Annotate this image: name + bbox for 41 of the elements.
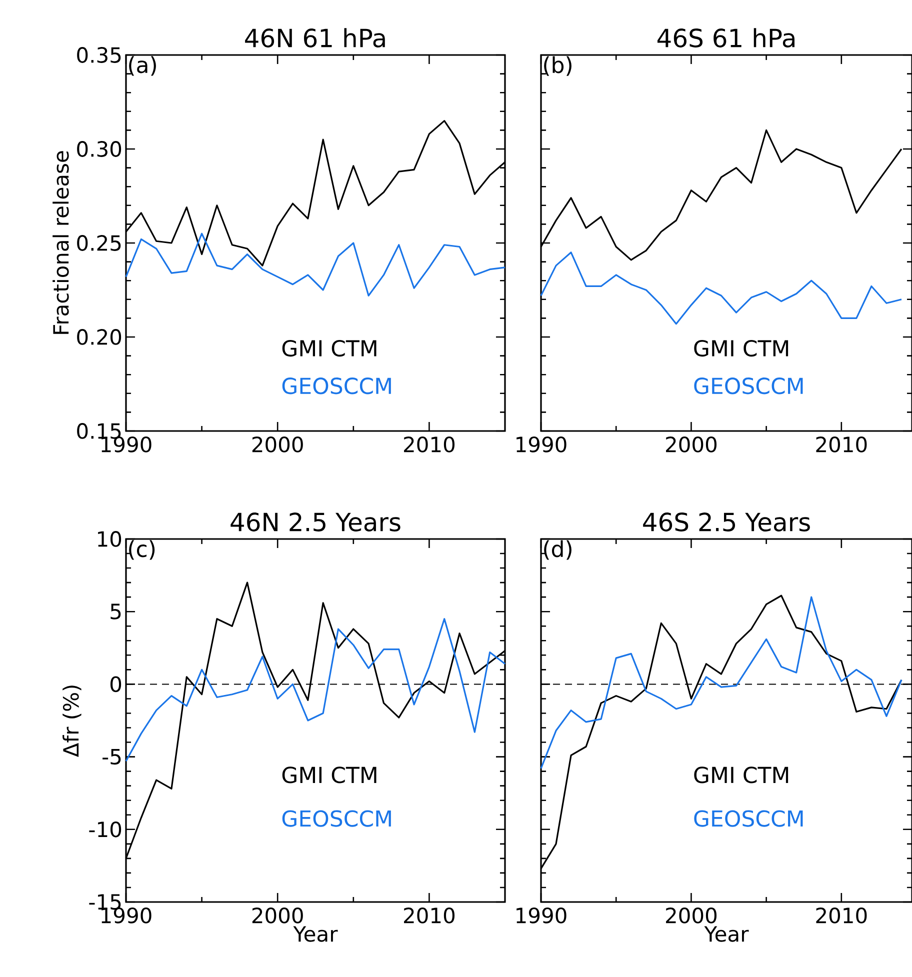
- y-tick-label: 0: [110, 676, 122, 692]
- y-tick-label: -5: [102, 748, 121, 765]
- x-axis-title: Year: [293, 926, 338, 942]
- y-axis-title: Δfr (%): [62, 686, 82, 758]
- x-tick-label: 2000: [666, 436, 717, 452]
- y-tick-label: 0.20: [77, 329, 122, 345]
- y-tick-label: 0.35: [77, 47, 121, 63]
- x-tick-label: 1990: [516, 908, 566, 924]
- chart-title: 46S 2.5 Years: [643, 512, 810, 532]
- x-tick-label: 2000: [252, 436, 303, 452]
- x-tick-label: 2000: [666, 908, 717, 924]
- text: GEOSCCM: [282, 810, 391, 827]
- annotation: (b): [544, 56, 572, 76]
- y-tick-label: 5: [110, 604, 121, 620]
- text: GMI CTM: [694, 766, 788, 784]
- x-tick-label: 2000: [252, 908, 303, 924]
- x-axis-title: Year: [704, 926, 749, 942]
- x-tick-label: 2010: [404, 908, 455, 924]
- chart-title: 46S 61 hPa: [657, 28, 794, 48]
- y-axis-title: Fractional release: [52, 151, 69, 334]
- annotation: (d): [544, 540, 572, 560]
- text: GMI CTM: [694, 340, 788, 357]
- annotation: (c): [129, 540, 155, 560]
- x-tick-label: 1990: [102, 436, 152, 452]
- text: GMI CTM: [282, 766, 376, 784]
- chart-title: 46N 61 hPa: [245, 28, 385, 48]
- x-tick-label: 2010: [404, 436, 455, 452]
- y-tick-label: 10: [98, 531, 122, 547]
- y-tick-label: 0.30: [77, 141, 122, 157]
- annotation: (a): [129, 56, 156, 76]
- x-tick-label: 1990: [516, 436, 566, 452]
- x-tick-label: 1990: [102, 908, 152, 924]
- text: GEOSCCM: [694, 810, 803, 827]
- text: GEOSCCM: [282, 378, 391, 394]
- y-tick-label: -10: [89, 821, 122, 838]
- x-tick-label: 2010: [816, 436, 867, 452]
- text: GEOSCCM: [694, 378, 803, 394]
- y-tick-label: 0.25: [77, 235, 121, 251]
- text: GMI CTM: [282, 340, 376, 357]
- chart-title: 46N 2.5 Years: [230, 512, 400, 532]
- x-tick-label: 2010: [816, 908, 867, 924]
